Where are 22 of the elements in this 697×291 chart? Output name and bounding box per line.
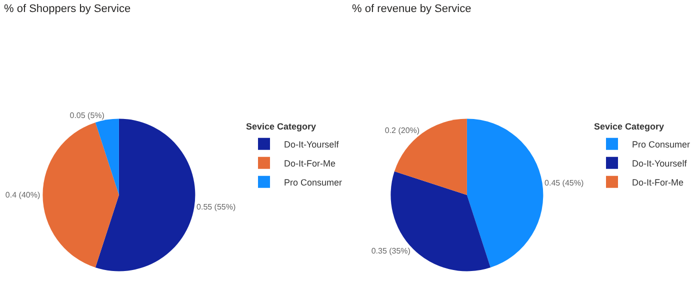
pie-slice [466,118,544,268]
legend-label: Do-It-Yourself [284,139,340,150]
pie-slice [95,118,119,195]
pie-slice [394,118,467,195]
legend-label: Do-It-Yourself [632,158,688,168]
data-label: 0.05 (5%) [70,110,105,120]
data-label: 0.55 (55%) [196,202,236,212]
data-label: 0.35 (35%) [371,246,411,256]
pie-slice [95,118,196,272]
data-label: 0.2 (20%) [384,126,420,135]
legend-label: Pro Consumer [284,177,342,188]
legend-label: Pro Consumer [632,139,690,150]
pie-slice [390,171,491,272]
data-label: 0.45 (45%) [544,178,584,188]
legend-label: Do-It-For-Me [632,177,684,188]
legend-title: Sevice Category [246,121,316,132]
chart-title: % of revenue by Service [352,3,472,15]
legend-title: Sevice Category [594,121,664,132]
pie-slice [42,122,119,268]
legend-label: Do-It-For-Me [284,158,336,168]
chart-title: % of Shoppers by Service [4,3,131,15]
data-label: 0.4 (40%) [5,190,40,200]
